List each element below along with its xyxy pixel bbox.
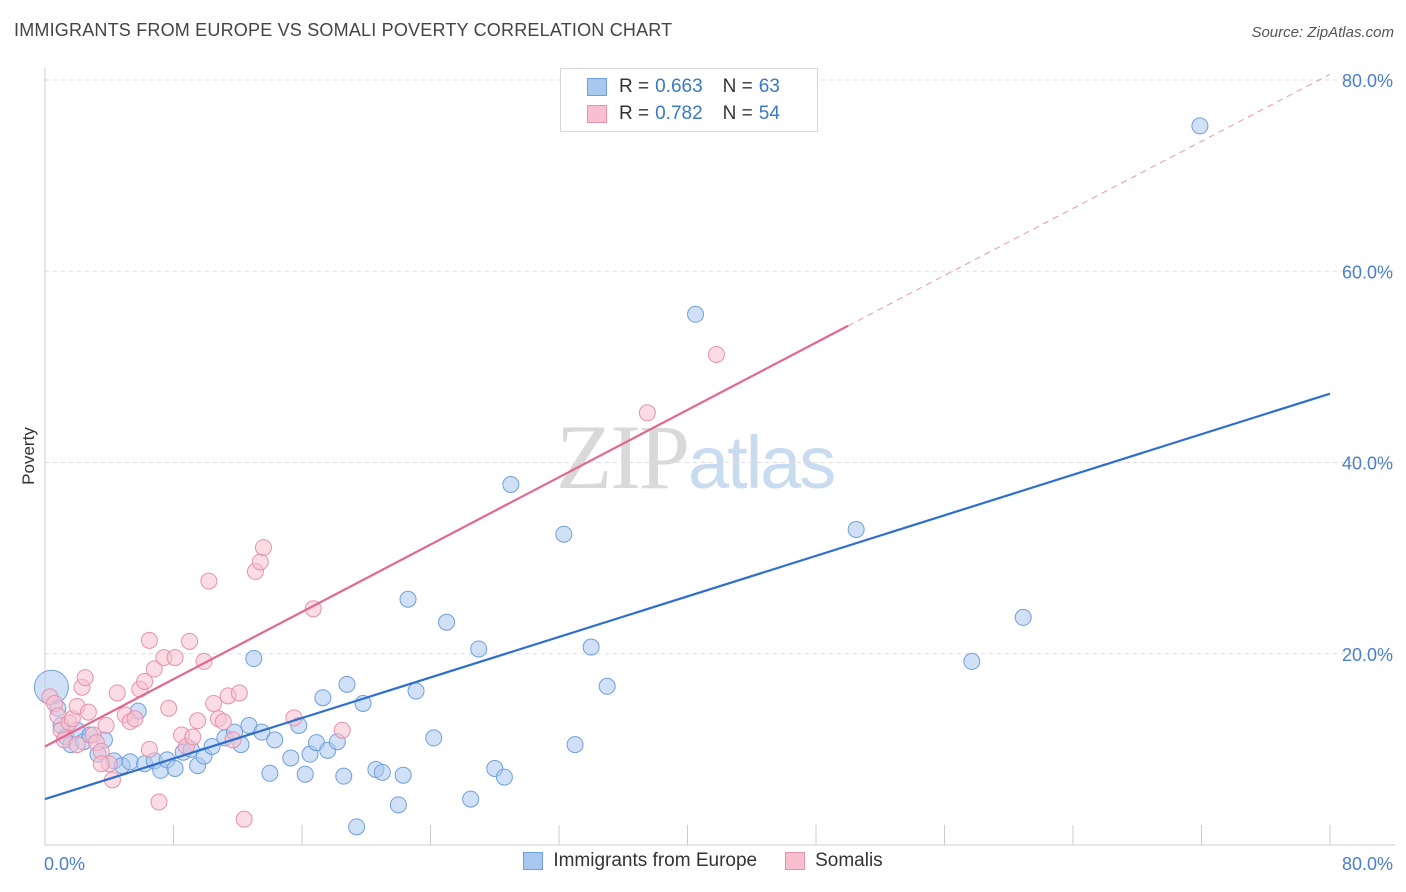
r-value: 0.663	[655, 76, 703, 97]
europe-point	[261, 764, 279, 782]
legend-item-somalis[interactable]: Somalis	[785, 850, 883, 872]
n-label: N =	[722, 76, 753, 97]
chart-legend: Immigrants from Europe Somalis	[0, 850, 1406, 872]
europe-point	[502, 475, 520, 493]
europe-point	[166, 760, 184, 777]
somalis-trend-extension	[847, 73, 1331, 327]
somalis-point	[181, 632, 199, 650]
somalis-point	[76, 669, 94, 687]
somalis-point	[145, 660, 163, 678]
europe-point	[462, 790, 480, 808]
x-tick-label: 80.0%	[1342, 854, 1393, 874]
europe-point	[282, 749, 300, 767]
europe-point	[121, 753, 139, 771]
gridlines	[45, 79, 1395, 655]
somalis-point	[140, 740, 158, 758]
europe-point	[470, 640, 488, 658]
europe-point	[566, 736, 584, 754]
europe-point	[335, 767, 353, 785]
europe-point	[373, 763, 391, 781]
somalis-point	[126, 710, 144, 728]
europe-point	[438, 613, 456, 631]
y-tick-label: 20.0%	[1342, 645, 1393, 665]
europe-point	[847, 520, 865, 538]
stat-row-europe: R = 0.663 N = 63	[587, 74, 780, 100]
somalis-point	[79, 703, 97, 721]
n-value: 63	[758, 76, 780, 97]
r-label: R =	[619, 76, 650, 97]
europe-point	[394, 766, 412, 784]
somalis-point	[333, 721, 351, 739]
trend-lines	[44, 73, 1331, 801]
somalis-point	[638, 404, 656, 422]
y-tick-label: 40.0%	[1342, 454, 1393, 474]
y-tick-label: 80.0%	[1342, 71, 1393, 91]
somalis-point	[150, 793, 168, 811]
data-points	[33, 117, 1209, 836]
somalis-point	[200, 572, 218, 590]
somalis-point	[136, 672, 154, 690]
somalis-point	[68, 736, 86, 754]
legend-label: Immigrants from Europe	[553, 850, 758, 871]
somalis-point	[140, 631, 158, 649]
axes	[44, 68, 1395, 846]
somalis-point	[184, 728, 202, 746]
europe-legend-swatch-icon	[523, 852, 544, 870]
somalis-point	[92, 755, 110, 773]
europe-point	[348, 818, 366, 836]
r-value: 0.782	[655, 103, 703, 124]
europe-point	[266, 731, 284, 749]
europe-point	[555, 525, 573, 543]
source-label: Source: ZipAtlas.com	[1251, 24, 1394, 41]
europe-trend-line	[44, 392, 1331, 801]
europe-point	[425, 729, 443, 747]
somalis-point	[214, 713, 232, 731]
europe-point	[1191, 117, 1209, 135]
europe-point	[399, 590, 417, 608]
watermark: ZIPatlas	[556, 404, 836, 510]
correlation-stats-box: R = 0.663 N = 63 R = 0.782 N = 54	[560, 68, 818, 132]
europe-point	[582, 638, 600, 656]
europe-point	[495, 768, 513, 786]
somalis-point	[108, 684, 126, 702]
stat-row-somalis: R = 0.782 N = 54	[587, 101, 780, 127]
r-label: R =	[619, 103, 650, 124]
somalis-point	[254, 539, 272, 557]
y-axis-label: Poverty	[19, 427, 38, 485]
somalis-point	[160, 699, 178, 717]
somalis-swatch-icon	[587, 105, 607, 123]
somalis-point	[251, 553, 269, 571]
y-tick-label: 60.0%	[1342, 262, 1393, 282]
somalis-point	[707, 345, 725, 363]
legend-item-europe[interactable]: Immigrants from Europe	[523, 850, 757, 872]
somalis-point	[189, 712, 207, 730]
europe-point	[963, 652, 981, 670]
watermark-zip: ZIP	[556, 406, 690, 508]
x-tick-label: 0.0%	[44, 854, 85, 874]
europe-point	[407, 682, 425, 700]
n-value: 54	[758, 103, 780, 124]
europe-point	[314, 689, 332, 707]
axis-labels: 20.0% 40.0% 60.0% 80.0% 0.0% 80.0% Poverty	[19, 71, 1393, 874]
somalis-legend-swatch-icon	[785, 852, 806, 870]
somalis-point	[205, 694, 223, 712]
europe-point	[687, 305, 705, 323]
europe-point	[389, 796, 407, 814]
legend-label: Somalis	[815, 850, 883, 871]
europe-swatch-icon	[587, 78, 607, 96]
somalis-point	[230, 684, 248, 702]
europe-point	[245, 650, 263, 668]
europe-point	[296, 765, 314, 783]
somalis-trend-line	[44, 324, 849, 748]
somalis-point	[235, 810, 253, 828]
europe-point	[1014, 608, 1032, 626]
n-label: N =	[722, 103, 753, 124]
somalis-point	[97, 716, 115, 734]
europe-point	[598, 677, 616, 695]
europe-point	[338, 675, 356, 693]
chart-title: IMMIGRANTS FROM EUROPE VS SOMALI POVERTY…	[14, 20, 673, 40]
somalis-point	[166, 649, 184, 667]
